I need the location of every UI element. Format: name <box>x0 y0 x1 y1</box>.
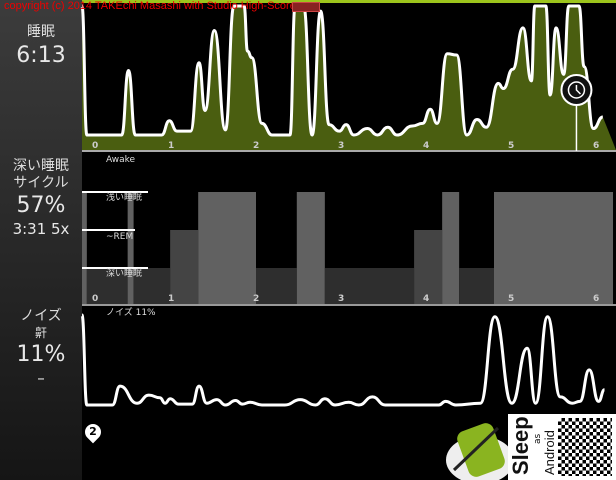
stage-bar-deep <box>459 268 494 304</box>
stage-bar-deep <box>86 268 128 304</box>
noise-label: ノイズ <box>20 308 62 324</box>
activity-tick-label: 3 <box>338 141 344 151</box>
activity-tick-label: 4 <box>423 141 429 151</box>
hypnogram-tick-label: 0 <box>92 294 98 304</box>
activity-tick-label: 0 <box>92 141 98 151</box>
deep-sleep-detail: 3:31 5x <box>12 220 70 238</box>
stage-label-awake: Awake <box>106 155 136 165</box>
noise-percent: 11% <box>16 342 66 367</box>
stage-label-deep: 深い睡眠 <box>106 269 143 279</box>
studio-badge <box>292 2 320 12</box>
noise-line <box>80 313 606 407</box>
activity-line <box>80 4 604 137</box>
logo-sleep-text: Sleep <box>508 416 533 475</box>
stage-bar-rem <box>414 230 443 304</box>
hypnogram-tick-label: 4 <box>423 294 429 304</box>
hypnogram-tick-label: 3 <box>338 294 344 304</box>
alarm-clock-hands <box>575 85 581 95</box>
noise-title: ノイズ 11% <box>106 308 156 318</box>
activity-tick-label: 6 <box>593 141 599 151</box>
hypnogram-tick-label: 5 <box>508 294 514 304</box>
stage-bar-deep <box>133 268 171 304</box>
android-robot-icon <box>446 423 510 480</box>
stage-bar-light <box>127 192 134 304</box>
qr-code <box>558 418 612 476</box>
stage-bar-deep <box>324 268 415 304</box>
stage-bar-light <box>296 192 325 304</box>
activity-tick-label: 5 <box>508 141 514 151</box>
activity-area <box>82 6 616 150</box>
sleep-as-android-logo <box>440 412 510 480</box>
accent-stripe <box>82 0 616 3</box>
stage-bar-light <box>494 192 613 304</box>
stage-bar-light <box>198 192 256 304</box>
stage-bar-light <box>442 192 460 304</box>
stage-bar-light <box>82 192 87 304</box>
cycle-label: サイクル <box>13 175 69 191</box>
pin-number: 2 <box>89 425 97 438</box>
hypnogram-tick-label: 1 <box>168 294 174 304</box>
logo-android-text: Android <box>542 430 557 475</box>
hypnogram-tick-label: 6 <box>593 294 599 304</box>
stage-bar-rem <box>170 230 199 304</box>
stage-bar-deep <box>256 268 297 304</box>
deep-sleep-percent: 57% <box>16 193 66 218</box>
deep-sleep-label: 深い睡眠 <box>13 158 69 174</box>
copyright-text: copyright (c) 2014 TAKEchi Masashi with … <box>4 0 296 12</box>
activity-tick-label: 2 <box>253 141 259 151</box>
location-pin-icon[interactable]: 2 <box>81 420 105 444</box>
activity-tick-label: 1 <box>168 141 174 151</box>
noise-detail: – <box>37 369 45 387</box>
stage-label-light: 浅い睡眠 <box>106 193 143 203</box>
hypnogram-tick-label: 2 <box>253 294 259 304</box>
stage-label-rem: ~REM <box>106 232 134 242</box>
snore-label: 鼾 <box>34 326 47 340</box>
alarm-clock-face <box>567 81 586 99</box>
sleep-label: 睡眠 <box>27 24 55 40</box>
sleep-duration: 6:13 <box>16 43 66 68</box>
sidebar: 睡眠 6:13 深い睡眠 サイクル 57% 3:31 5x ノイズ 鼾 11% … <box>0 0 82 480</box>
